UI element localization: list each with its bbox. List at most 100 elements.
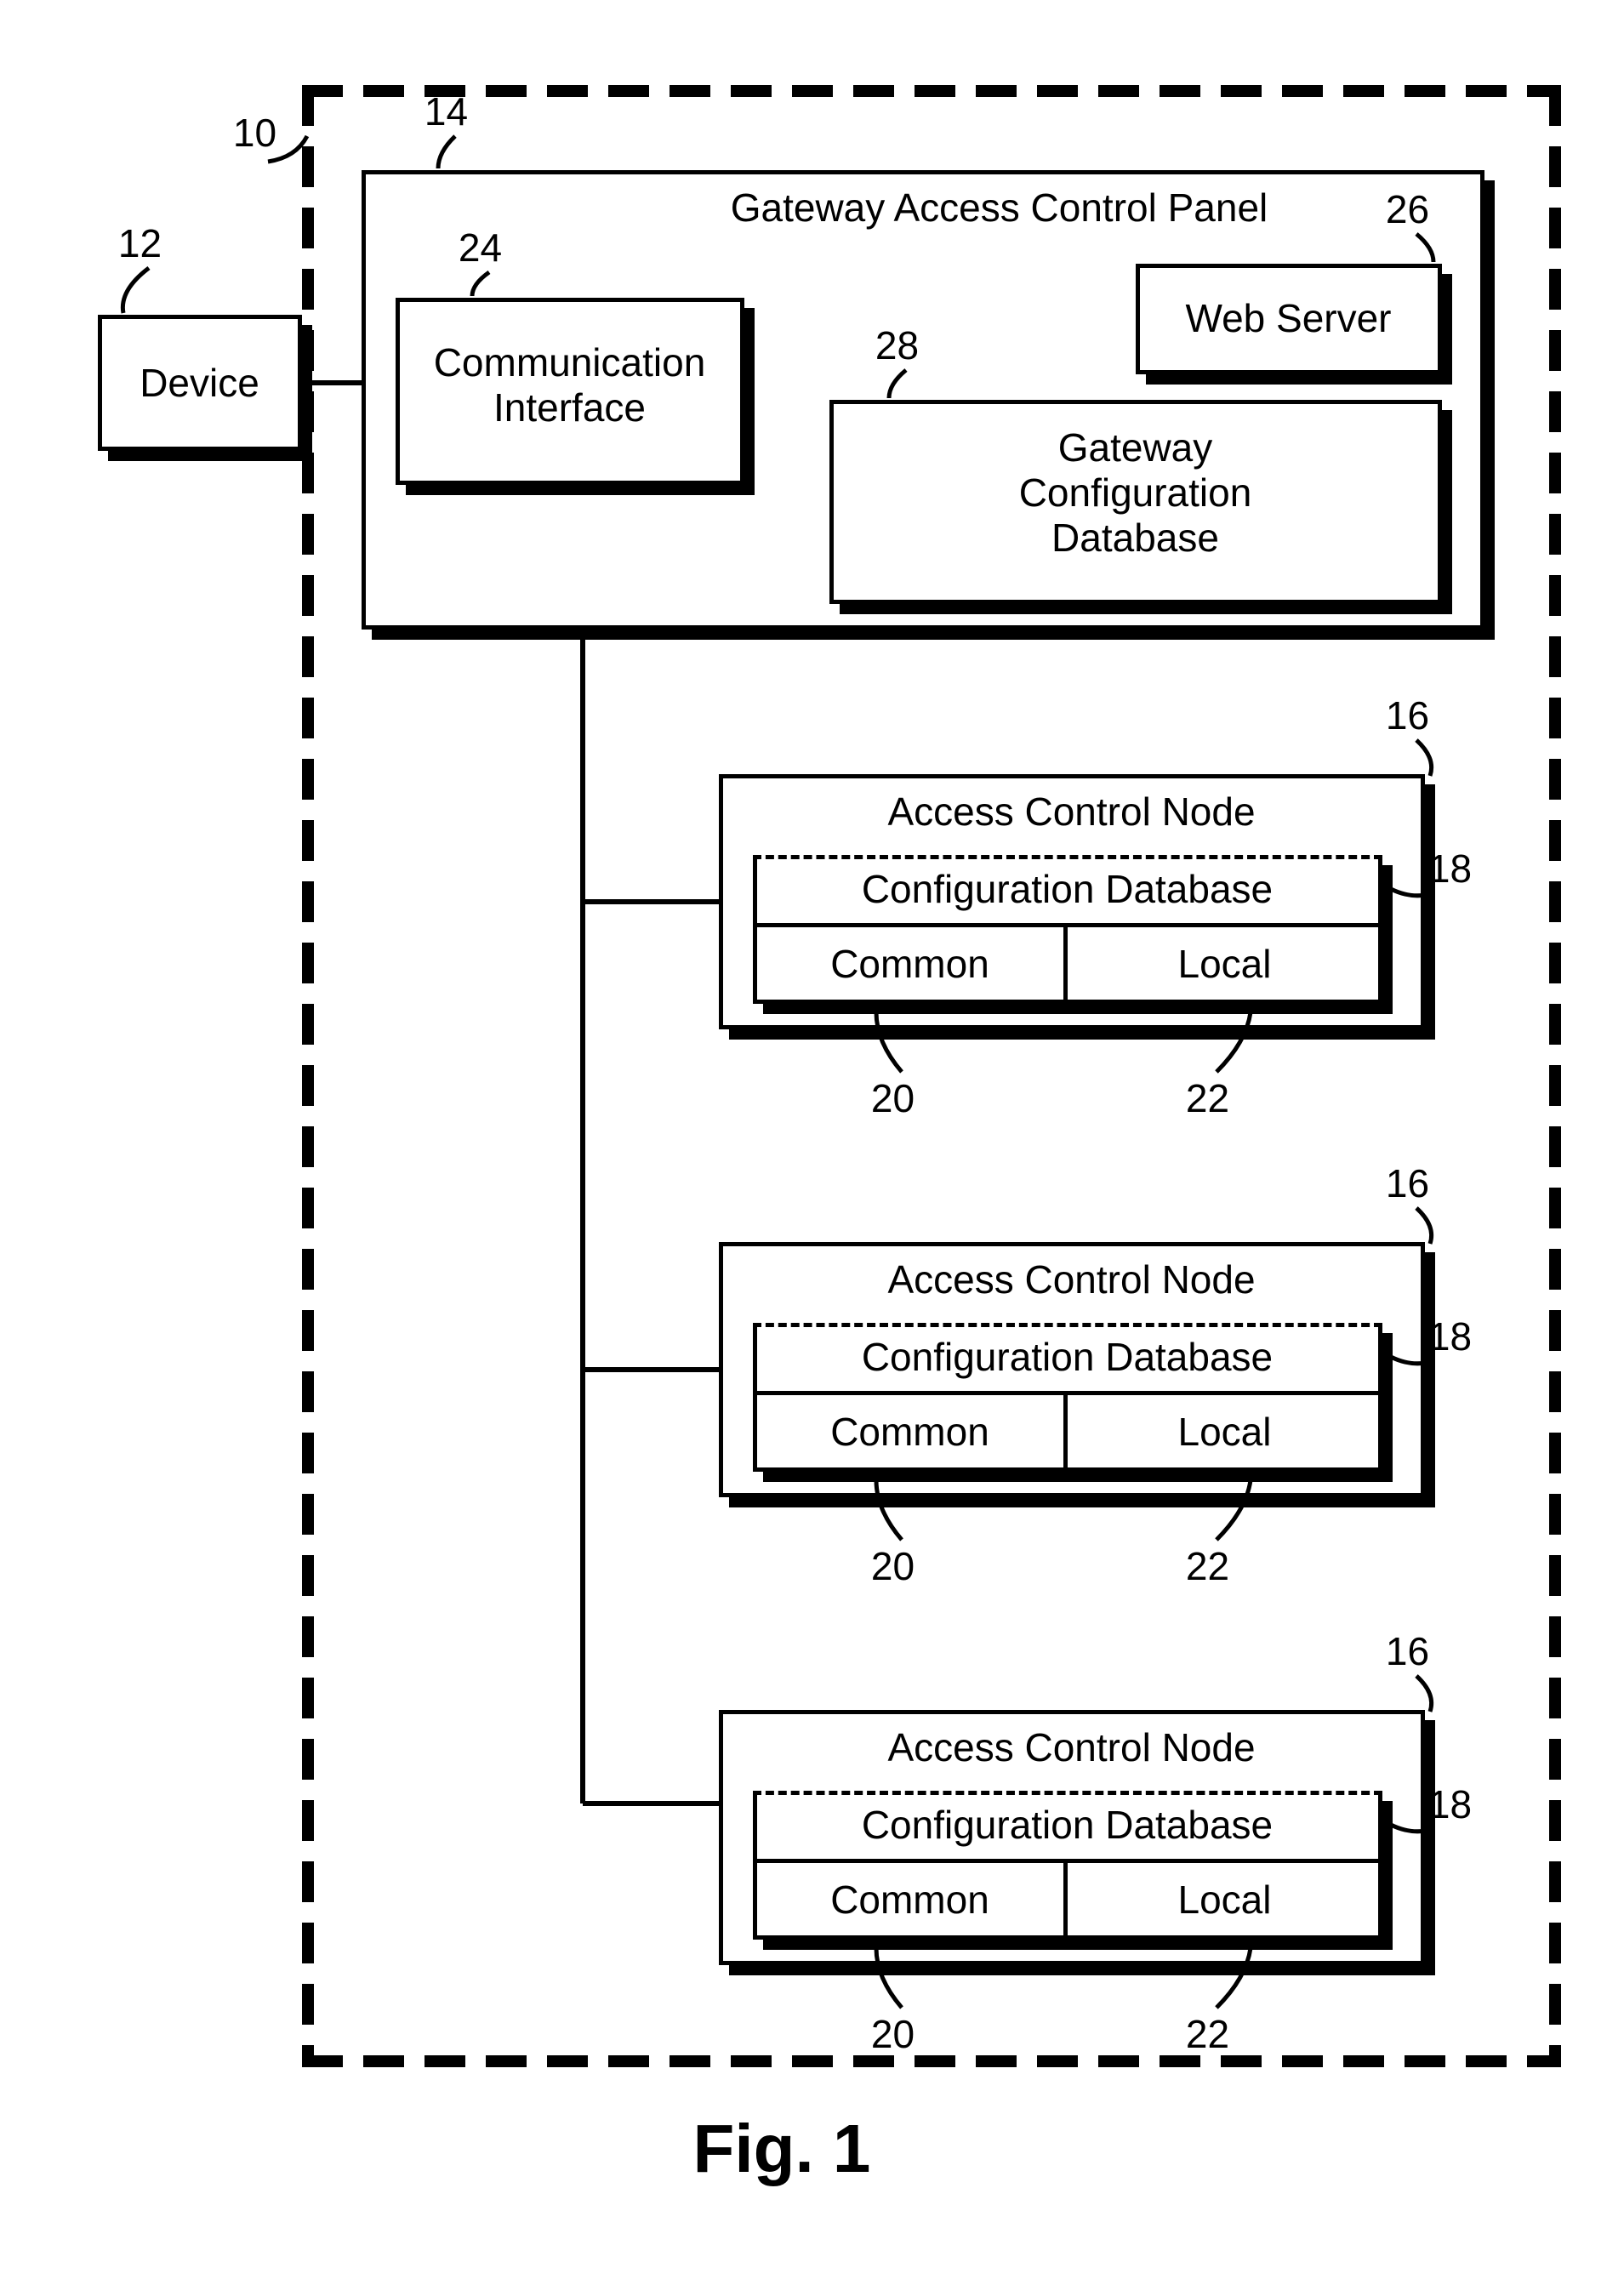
leader-line	[1182, 1914, 1285, 2042]
boundary-dash	[1549, 1923, 1561, 1963]
boundary-dash	[1549, 636, 1561, 677]
boundary-dash	[1549, 269, 1561, 310]
boundary-dash	[302, 1678, 314, 1718]
boundary-dash	[792, 85, 833, 97]
boundary-dash	[1343, 2055, 1384, 2067]
boundary-dash	[302, 514, 314, 555]
boundary-dash	[302, 881, 314, 922]
boundary-dash	[302, 453, 314, 493]
boundary-dash	[1549, 330, 1561, 371]
boundary-dash	[302, 1126, 314, 1167]
leader-line	[1182, 978, 1285, 1106]
boundary-dash	[302, 1371, 314, 1412]
boundary-dash	[1549, 759, 1561, 800]
text-label: Configuration Database	[753, 1803, 1382, 1847]
boundary-dash	[731, 85, 772, 97]
leader-line	[855, 336, 940, 432]
boundary-dash	[1098, 2055, 1139, 2067]
bus-tap	[583, 1367, 719, 1372]
leader-line	[1182, 1446, 1285, 1574]
boundary-dash	[302, 1249, 314, 1290]
boundary-dash	[302, 1861, 314, 1902]
boundary-dash	[608, 2055, 649, 2067]
text-label: Communication Interface	[396, 340, 744, 430]
boundary-dash	[1549, 1065, 1561, 1106]
boundary-dash	[1549, 453, 1561, 493]
boundary-dash	[1221, 85, 1262, 97]
boundary-dash	[425, 2055, 465, 2067]
boundary-dash	[302, 2045, 314, 2067]
connector-device-gateway	[312, 380, 362, 385]
boundary-dash	[792, 2055, 833, 2067]
bus-tap	[583, 899, 719, 904]
leader-line	[842, 1914, 936, 2042]
boundary-dash	[547, 85, 588, 97]
boundary-dash	[302, 269, 314, 310]
boundary-dash	[1037, 85, 1078, 97]
boundary-dash	[363, 85, 404, 97]
text-label: Access Control Node	[744, 1725, 1399, 1769]
boundary-dash	[731, 2055, 772, 2067]
boundary-dash	[608, 85, 649, 97]
leader-line	[234, 102, 341, 196]
boundary-dash	[302, 1800, 314, 1841]
boundary-dash	[915, 85, 955, 97]
boundary-dash	[1549, 1555, 1561, 1596]
boundary-dash	[1405, 85, 1445, 97]
boundary-dash	[302, 1923, 314, 1963]
boundary-dash	[1549, 2045, 1561, 2067]
boundary-dash	[302, 330, 314, 371]
boundary-dash	[302, 820, 314, 861]
boundary-dash	[1221, 2055, 1262, 2067]
boundary-dash	[302, 759, 314, 800]
text-label: Access Control Node	[744, 1257, 1399, 1302]
boundary-dash	[302, 1188, 314, 1228]
bus-vertical	[580, 640, 585, 1803]
boundary-dash	[1282, 2055, 1323, 2067]
boundary-dash	[1549, 1678, 1561, 1718]
text-label: Configuration Database	[753, 867, 1382, 911]
leader-line	[438, 238, 523, 330]
boundary-dash	[1549, 391, 1561, 432]
boundary-dash	[1549, 1433, 1561, 1473]
boundary-dash	[1549, 1126, 1561, 1167]
boundary-dash	[302, 208, 314, 248]
boundary-dash	[1549, 514, 1561, 555]
figure-label: Fig. 1	[693, 2110, 871, 2188]
text-label: Device	[98, 361, 302, 405]
leader-line	[1382, 1642, 1464, 1746]
leader-line	[1382, 200, 1467, 296]
boundary-dash	[302, 943, 314, 983]
boundary-dash	[1549, 1616, 1561, 1657]
boundary-dash	[302, 1494, 314, 1535]
leader-line	[89, 234, 183, 347]
boundary-dash	[302, 1433, 314, 1473]
boundary-dash	[1549, 820, 1561, 861]
boundary-dash	[1466, 2055, 1507, 2067]
text-label: Gateway Configuration Database	[829, 425, 1442, 561]
boundary-dash	[1343, 85, 1384, 97]
boundary-dash	[670, 85, 710, 97]
boundary-dash	[1160, 2055, 1200, 2067]
text-label: Configuration Database	[753, 1335, 1382, 1379]
boundary-dash	[853, 2055, 894, 2067]
boundary-dash	[1549, 1004, 1561, 1045]
boundary-dash	[1549, 1249, 1561, 1290]
boundary-dash	[1549, 146, 1561, 187]
boundary-dash	[1549, 575, 1561, 616]
leader-line	[842, 1446, 936, 1574]
leader-line	[1382, 1174, 1464, 1278]
boundary-dash	[547, 2055, 588, 2067]
boundary-dash	[1549, 1984, 1561, 2025]
boundary-dash	[1466, 85, 1507, 97]
boundary-dash	[302, 1555, 314, 1596]
boundary-dash	[302, 1984, 314, 2025]
boundary-dash	[302, 1004, 314, 1045]
boundary-dash	[1549, 1739, 1561, 1780]
boundary-dash	[1549, 1310, 1561, 1351]
boundary-dash	[302, 698, 314, 738]
boundary-dash	[670, 2055, 710, 2067]
boundary-dash	[486, 85, 527, 97]
boundary-dash	[302, 1310, 314, 1351]
boundary-dash	[1405, 2055, 1445, 2067]
